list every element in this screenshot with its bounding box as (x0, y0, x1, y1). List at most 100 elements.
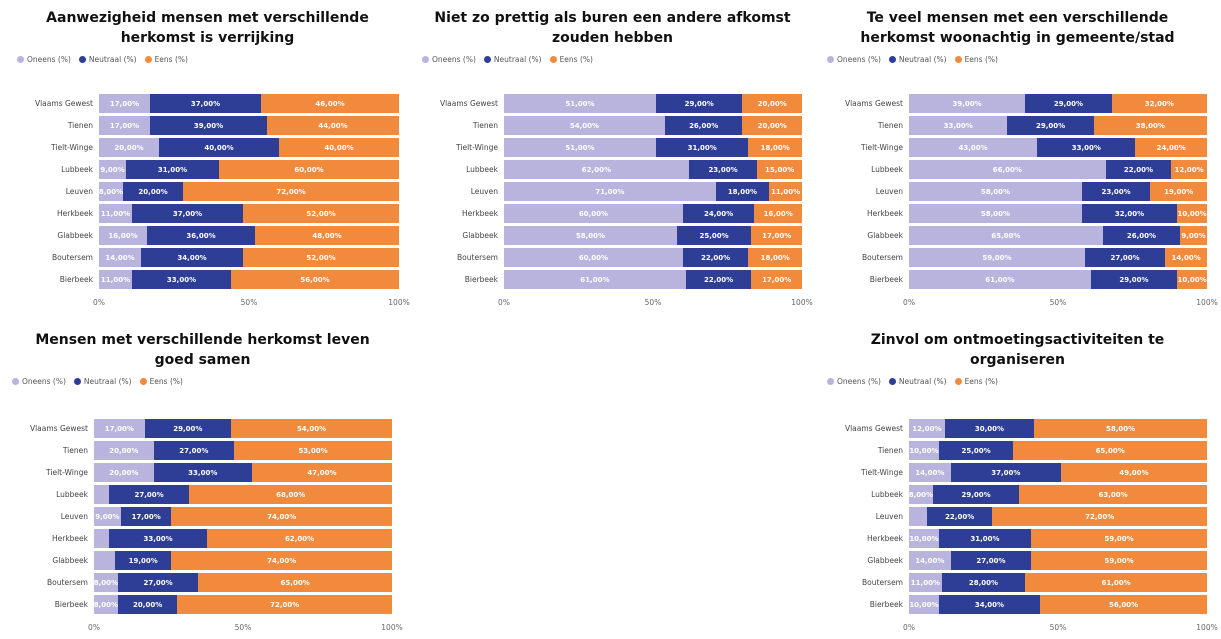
stacked-bar: 71,00% 18,00% 11,00% (504, 182, 802, 201)
legend-item: Oneens (%) (12, 377, 66, 386)
bar-value-label: 27,00% (1110, 253, 1140, 262)
category-label: Boutersem (47, 578, 88, 587)
bar-segment-neutraal: 29,00% (1090, 270, 1178, 289)
bar-segment-eens: 24,00% (1135, 138, 1207, 157)
bar-segment-eens: 40,00% (279, 138, 399, 157)
bar-value-label: 37,00% (190, 99, 221, 108)
legend-swatch (827, 55, 834, 63)
bar-row: Lubbeek 5,00% 27,00% 68,00% (0, 485, 392, 504)
bar-value-label: 61,00% (1101, 578, 1131, 587)
x-tick-label: 50% (1049, 623, 1067, 632)
bar-segment-eens: 74,00% (171, 551, 392, 570)
legend-swatch (144, 55, 152, 63)
bar-value-label: 47,00% (307, 468, 337, 477)
bar-row: Tielt-Winge 14,00% 37,00% 49,00% (815, 463, 1207, 482)
bar-segment-neutraal: 26,00% (1102, 226, 1181, 245)
bar-value-label: 12,00% (1174, 165, 1204, 174)
bar-value-label: 31,00% (157, 165, 188, 174)
bar-value-label: 59,00% (1104, 534, 1134, 543)
chart-panel: Te veel mensen met een verschillende her… (815, 8, 1220, 307)
legend-label: Neutraal (%) (898, 376, 947, 386)
bar-value-label: 27,00% (143, 578, 173, 587)
bar-row: Vlaams Gewest 17,00% 29,00% 54,00% (0, 419, 392, 438)
bar-segment-neutraal: 25,00% (938, 441, 1014, 460)
legend-item: Neutraal (%) (888, 376, 947, 386)
legend-item: Neutraal (%) (73, 377, 132, 386)
bar-segment-neutraal: 37,00% (132, 204, 243, 223)
category-label: Tielt-Winge (861, 143, 903, 152)
stacked-bar: 11,00% 37,00% 52,00% (99, 204, 399, 223)
x-tick-label: 50% (240, 298, 258, 307)
stacked-bar: 9,00% 31,00% 60,00% (99, 160, 399, 179)
bar-segment-neutraal: 37,00% (950, 463, 1061, 482)
bar-row: Leuven 8,00% 20,00% 72,00% (5, 182, 399, 201)
bar-value-label: 11,00% (910, 578, 940, 587)
x-tick-label: 100% (1196, 298, 1218, 307)
bar-segment-oneens: 54,00% (504, 116, 665, 135)
bar-segment-oneens: 43,00% (909, 138, 1038, 157)
bar-segment-neutraal: 18,00% (715, 182, 770, 201)
bar-segment-oneens: 51,00% (504, 138, 656, 157)
bar-value-label: 71,00% (595, 187, 625, 196)
bar-segment-oneens: 61,00% (909, 270, 1091, 289)
legend-item: Eens (%) (144, 55, 188, 64)
bar-value-label: 9,00% (1181, 231, 1206, 240)
bar-segment-neutraal: 27,00% (1084, 248, 1166, 267)
bar-segment-neutraal: 34,00% (938, 595, 1041, 614)
bar-value-label: 25,00% (961, 446, 991, 455)
bar-value-label: 72,00% (276, 187, 306, 196)
bar-segment-oneens: 60,00% (504, 248, 683, 267)
bar-segment-eens: 72,00% (183, 182, 399, 201)
chart-title: Aanwezigheid mensen met verschillende he… (46, 10, 369, 46)
bar-value-label: 65,00% (991, 231, 1021, 240)
bar-row: Bierbeek 10,00% 34,00% 56,00% (815, 595, 1207, 614)
bar-segment-eens: 61,00% (1025, 573, 1207, 592)
bar-segment-eens: 12,00% (1171, 160, 1207, 179)
category-label: Lubbeek (61, 165, 93, 174)
bar-segment-oneens: 17,00% (99, 116, 150, 135)
bar-segment-neutraal: 34,00% (141, 248, 243, 267)
bar-segment-neutraal: 33,00% (153, 463, 252, 482)
category-label: Tienen (877, 446, 903, 455)
bar-value-label: 9,00% (95, 512, 120, 521)
category-label: Boutersem (862, 253, 903, 262)
bar-value-label: 31,00% (970, 534, 1000, 543)
bar-value-label: 36,00% (186, 231, 216, 240)
bar-value-label: 8,00% (94, 600, 118, 609)
stacked-bar: 20,00% 27,00% 53,00% (94, 441, 392, 460)
stacked-bar: 51,00% 29,00% 20,00% (504, 94, 802, 113)
bar-segment-eens: 47,00% (251, 463, 392, 482)
bar-value-label: 22,00% (700, 253, 731, 262)
bar-value-label: 32,00% (1114, 209, 1145, 218)
bar-row: Boutersem 59,00% 27,00% 14,00% (815, 248, 1207, 267)
legend-item: Eens (%) (954, 377, 998, 386)
bar-value-label: 60,00% (294, 165, 324, 174)
bar-value-label: 65,00% (1095, 446, 1125, 455)
bar-value-label: 29,00% (1053, 99, 1083, 108)
bar-segment-oneens: 10,00% (909, 595, 939, 614)
bar-segment-eens: 19,00% (1150, 182, 1207, 201)
category-label: Vlaams Gewest (439, 99, 498, 108)
bar-segment-neutraal: 26,00% (664, 116, 743, 135)
bar-value-label: 15,00% (765, 165, 795, 174)
bar-segment-neutraal: 29,00% (932, 485, 1020, 504)
bar-value-label: 58,00% (980, 209, 1010, 218)
category-label: Leuven (470, 187, 498, 196)
bar-segment-oneens: 62,00% (504, 160, 689, 179)
category-label: Bierbeek (54, 600, 88, 609)
legend-swatch (888, 377, 896, 385)
bar-value-label: 27,00% (179, 446, 209, 455)
stacked-bar: 58,00% 23,00% 19,00% (909, 182, 1207, 201)
bar-segment-oneens: 39,00% (909, 94, 1026, 113)
bar-row: Tielt-Winge 51,00% 31,00% 18,00% (410, 138, 802, 157)
legend-label: Neutraal (%) (493, 54, 542, 64)
category-label: Tienen (472, 121, 498, 130)
bar-segment-eens: 38,00% (1093, 116, 1207, 135)
x-tick-label: 100% (791, 298, 813, 307)
bar-segment-neutraal: 19,00% (114, 551, 172, 570)
stacked-bar: 58,00% 25,00% 17,00% (504, 226, 802, 245)
bar-value-label: 62,00% (581, 165, 611, 174)
bar-value-label: 65,00% (280, 578, 310, 587)
bar-segment-neutraal: 22,00% (682, 248, 749, 267)
legend: Oneens (%) Neutraal (%) Eens (%) (815, 54, 1220, 64)
